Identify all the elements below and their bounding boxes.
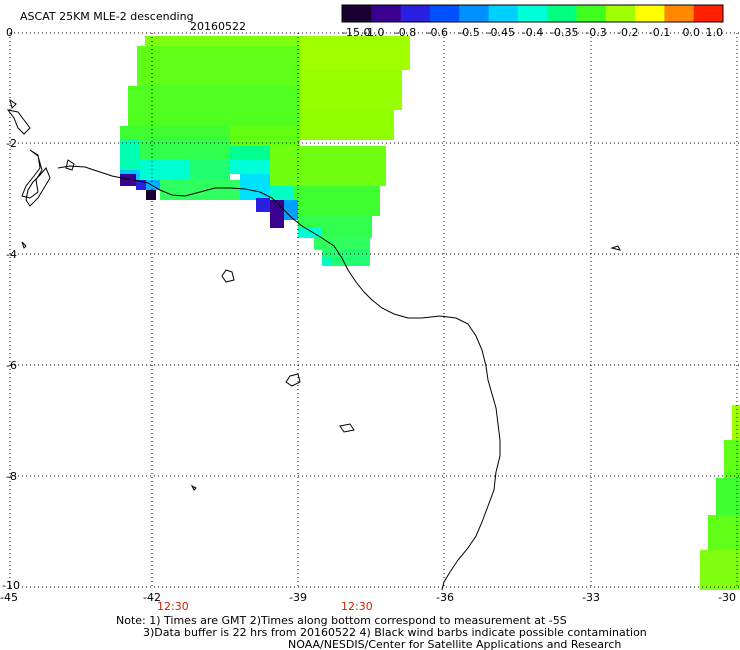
lon-label: -33 [582,591,600,604]
colorbar-swatch [664,5,695,22]
colorbar-label: -0.1 [649,26,670,39]
time-label: 12:30 [341,600,373,613]
wind-data-swath [120,36,740,590]
colorbar-label: -0.5 [458,26,479,39]
colorbar-label: -1.0 [363,26,384,39]
colorbar-label: 0.0 [683,26,701,39]
lon-label: -30 [718,591,736,604]
latitude-labels: 0 -2 -4 -6 -8 -10 [2,26,20,592]
colorbar-label: -0.6 [427,26,448,39]
note-line: NOAA/NESDIS/Center for Satellite Applica… [288,638,621,650]
lon-label: -39 [289,591,307,604]
colorbar-swatch [576,5,607,22]
colorbar-label: -0.45 [487,26,515,39]
colorbar-swatch [459,5,490,22]
note-line: Note: 1) Times are GMT 2)Times along bot… [116,614,567,627]
colorbar-swatch [488,5,519,22]
note-line: 3)Data buffer is 22 hrs from 20160522 4)… [143,626,647,639]
lat-label: 0 [6,26,13,39]
colorbar-swatch [693,5,724,22]
colorbar-label: -0.8 [395,26,416,39]
colorbar-swatch [342,5,372,22]
colorbar: -15.0-1.0 -0.8 -0.6 -0.5 -0.45 -0.4 -0.35 -0.3-… [341,4,724,39]
colorbar-swatch [547,5,577,22]
lon-label: -36 [436,591,454,604]
colorbar-swatch [635,5,665,22]
lat-label: -10 [2,579,20,592]
map-date: 20160522 [190,20,246,33]
colorbar-label: -0.35 [550,26,578,39]
lat-label: -4 [6,248,17,261]
colorbar-label: -0.3 [585,26,606,39]
time-label: 12:30 [157,600,189,613]
colorbar-swatch [371,5,402,22]
lon-label: -45 [0,591,18,604]
colorbar-label: -0.2 [617,26,638,39]
colorbar-swatch [400,5,431,22]
graticule [9,32,740,588]
lat-label: -2 [6,137,17,150]
colorbar-swatch [605,5,636,22]
longitude-labels: -45 -42 -39 -36 -33 -30 [0,591,736,604]
colorbar-swatch [517,5,548,22]
colorbar-swatch [429,5,460,22]
colorbar-label: -0.4 [522,26,543,39]
coastline [6,98,621,591]
lat-label: -6 [6,359,17,372]
lon-label: -42 [143,591,161,604]
notes: Note: 1) Times are GMT 2)Times along bot… [116,614,647,650]
map-title: ASCAT 25KM MLE-2 descending [20,10,194,23]
colorbar-label: -15.0 [342,26,370,39]
time-labels: 12:30 12:30 [157,600,373,613]
lat-label: -8 [6,470,17,483]
